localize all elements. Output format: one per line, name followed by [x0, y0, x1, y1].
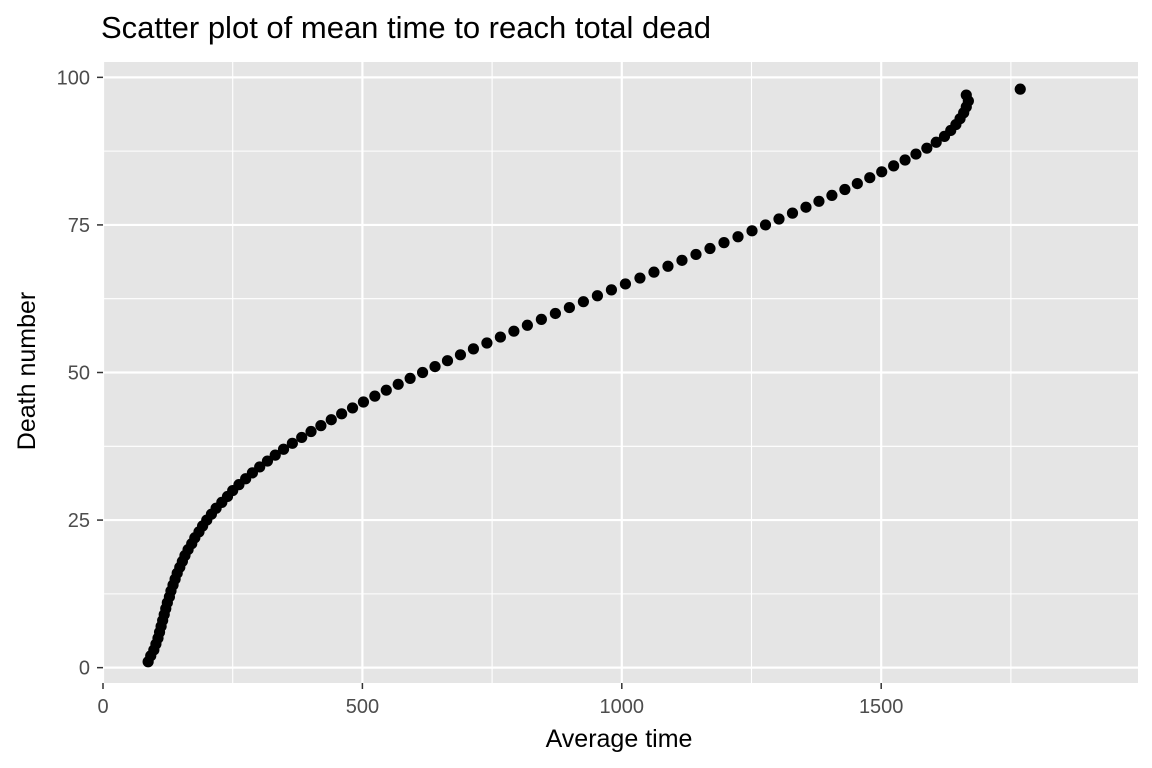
- data-point: [549, 307, 561, 320]
- data-point: [577, 296, 590, 308]
- data-point: [416, 366, 429, 379]
- data-point: [508, 325, 520, 337]
- data-point: [759, 219, 772, 231]
- data-point: [930, 136, 942, 148]
- data-point: [357, 396, 370, 408]
- data-point: [261, 455, 274, 467]
- chart-title: Scatter plot of mean time to reach total…: [101, 10, 711, 45]
- data-point: [732, 231, 744, 243]
- y-tick-label: 0: [79, 658, 90, 680]
- data-point: [619, 278, 632, 290]
- data-point: [481, 337, 493, 349]
- data-points: [142, 83, 1026, 668]
- grid-lines: [101, 62, 1138, 683]
- y-tick-label: 50: [68, 363, 90, 385]
- data-point: [899, 154, 911, 166]
- data-point: [404, 372, 416, 385]
- x-tick-label: 500: [346, 696, 379, 718]
- y-tick-label: 100: [57, 67, 90, 89]
- data-point: [563, 301, 575, 314]
- data-point: [441, 355, 454, 367]
- y-axis-title: Death number: [13, 292, 41, 450]
- data-point: [813, 195, 825, 207]
- data-point: [286, 437, 298, 449]
- x-axis-title: Average time: [546, 725, 693, 753]
- data-point: [346, 402, 359, 414]
- data-point: [839, 183, 851, 196]
- data-point: [521, 319, 533, 331]
- data-point: [648, 266, 660, 278]
- data-point: [690, 248, 702, 261]
- data-point: [800, 201, 812, 213]
- data-point: [826, 189, 838, 202]
- y-tick-label: 25: [68, 510, 90, 532]
- data-point: [429, 360, 441, 373]
- data-point: [392, 378, 404, 390]
- data-point: [634, 272, 646, 284]
- data-point: [851, 178, 863, 190]
- data-point: [277, 443, 290, 455]
- data-point: [325, 414, 337, 426]
- data-point: [591, 290, 604, 302]
- data-point: [336, 408, 348, 420]
- data-point: [773, 213, 785, 225]
- data-point: [1014, 83, 1026, 95]
- data-point: [535, 313, 547, 325]
- data-point: [269, 449, 281, 461]
- data-point: [494, 331, 506, 343]
- data-point: [369, 390, 381, 402]
- y-tick-label: 75: [68, 215, 90, 237]
- data-point: [467, 343, 480, 355]
- data-point: [960, 89, 972, 101]
- data-point: [888, 160, 900, 172]
- x-tick-label: 0: [97, 696, 108, 718]
- data-point: [910, 148, 922, 160]
- data-point: [454, 349, 467, 361]
- data-point: [786, 207, 799, 219]
- data-point: [921, 142, 933, 154]
- data-point: [718, 237, 730, 249]
- data-point: [605, 284, 618, 296]
- data-point: [315, 420, 327, 432]
- data-point: [296, 431, 308, 444]
- x-tick-label: 1000: [600, 696, 645, 718]
- data-point: [662, 260, 674, 272]
- y-axis: 0 25 50 75 100: [57, 67, 103, 680]
- data-point: [305, 425, 317, 438]
- x-tick-label: 1500: [859, 696, 904, 718]
- data-point: [746, 225, 758, 237]
- x-axis: 0 500 1000 1500: [97, 683, 903, 718]
- data-point: [876, 166, 888, 178]
- data-point: [704, 242, 716, 255]
- data-point: [676, 254, 688, 266]
- data-point: [254, 461, 266, 473]
- data-point: [380, 384, 392, 396]
- data-point: [864, 172, 876, 184]
